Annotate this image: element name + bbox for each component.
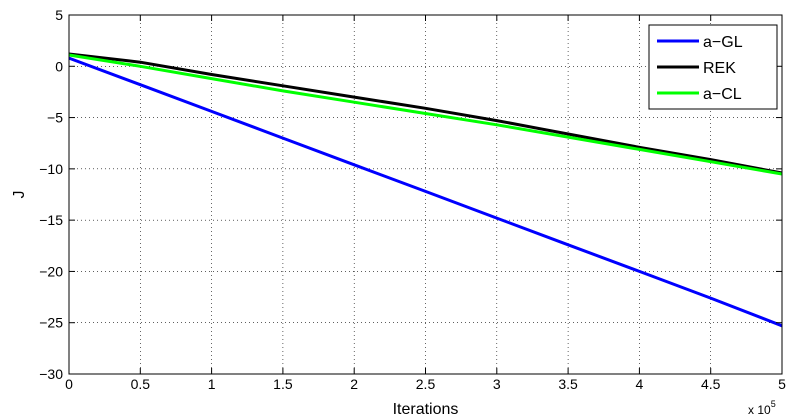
y-tick-label: −20 [39,263,63,279]
axis-ticks [68,14,783,375]
y-tick-label: −15 [39,212,63,228]
y-axis-label: J [11,191,28,199]
grid-lines [69,15,782,374]
series-line [68,53,783,176]
x-axis-label: Iterations [393,401,459,418]
x-tick-label: 0 [65,376,73,392]
legend-label: REK [703,60,736,77]
legend-label: a−CL [703,86,742,103]
y-tick-label: −30 [39,366,63,382]
series-line [68,52,783,175]
series-lines [68,52,783,328]
x-tick-label: 1.5 [273,376,293,392]
x-tick-label: 3.5 [558,376,578,392]
x-tick-labels: 0 0.5 1 1.5 2 2.5 3 3.5 4 4.5 5 [65,376,786,392]
x-tick-label: 1 [208,376,216,392]
legend: a−GL REK a−CL [648,24,778,110]
y-tick-label: −10 [39,161,63,177]
series-line [68,56,783,328]
x-tick-label: 2 [350,376,358,392]
x-tick-label: 0.5 [131,376,151,392]
x-axis-multiplier: x 105 [748,399,776,417]
y-tick-label: 5 [55,7,63,23]
y-tick-label: −25 [39,315,63,331]
x-tick-label: 5 [778,376,786,392]
y-tick-label: −5 [47,110,63,126]
x-tick-label: 4.5 [701,376,721,392]
legend-label: a−GL [703,34,743,51]
x-axis-multiplier-base: x 10 [748,403,771,417]
x-tick-label: 3 [493,376,501,392]
x-tick-label: 2.5 [416,376,436,392]
x-axis-multiplier-exponent: 5 [771,399,776,409]
x-tick-label: 4 [636,376,644,392]
y-tick-labels: −30 −25 −20 −15 −10 −5 0 5 [39,7,63,382]
y-tick-label: 0 [55,58,63,74]
